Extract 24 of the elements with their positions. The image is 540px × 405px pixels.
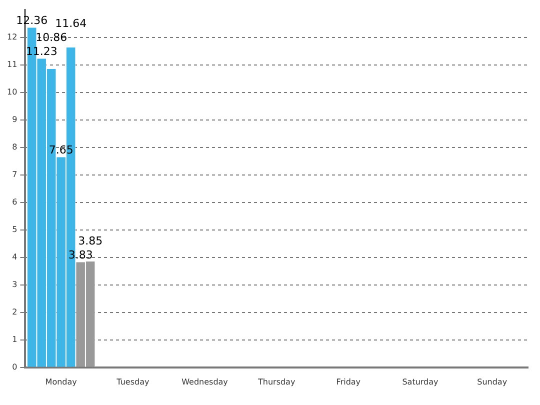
x-tick-label: Wednesday [182, 377, 228, 386]
y-tick-label: 7 [12, 170, 18, 180]
data-label: 3.85 [78, 234, 103, 248]
data-label: 11.64 [55, 17, 87, 30]
x-tick-label: Friday [336, 377, 361, 386]
data-label: 12.36 [16, 14, 48, 27]
y-tick-label: 2 [12, 307, 18, 316]
data-label: 10.86 [36, 31, 68, 44]
x-tick-label: Sunday [477, 377, 508, 386]
y-tick-label: 3 [12, 280, 18, 289]
x-tick-label: Tuesday [116, 377, 150, 386]
y-tick-label: 5 [12, 225, 18, 234]
y-tick-label: 1 [12, 334, 18, 344]
y-tick-label: 11 [6, 60, 18, 70]
y-tick-label: 4 [12, 252, 18, 262]
x-tick-label: Monday [45, 377, 78, 386]
x-tick-label: Saturday [402, 377, 439, 386]
y-tick-label: 10 [6, 88, 18, 97]
y-tick-label: 9 [12, 115, 18, 124]
y-tick-label: 6 [12, 198, 18, 207]
y-tick-label: 12 [6, 32, 18, 42]
y-tick-label: 0 [12, 362, 18, 372]
y-tick-label: 8 [12, 142, 18, 152]
x-tick-label: Thursday [256, 377, 296, 386]
